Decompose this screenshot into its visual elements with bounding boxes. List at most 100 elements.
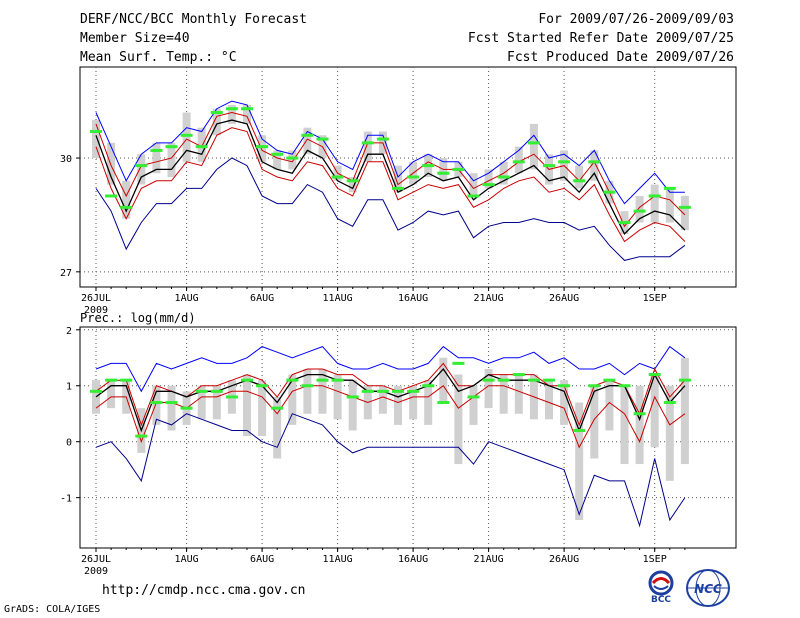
forecast-marker xyxy=(346,395,359,399)
forecast-marker xyxy=(180,133,193,137)
plot-frame xyxy=(79,326,737,549)
series-upper-line xyxy=(95,362,686,427)
year-label: 2009 xyxy=(84,305,108,316)
ensemble-box xyxy=(137,154,146,185)
ensemble-box xyxy=(665,385,674,481)
forecast-marker xyxy=(558,160,571,164)
chart-panel-1: 26JUL 1AUG 6AUG 11AUG 16AUG 21AUG 26AUG 1SEP 200… xyxy=(60,66,737,316)
ensemble-box xyxy=(167,142,176,177)
ensemble-box xyxy=(212,385,221,420)
ensemble-box xyxy=(92,380,100,414)
forecast-marker xyxy=(527,378,540,382)
forecast-marker xyxy=(331,378,344,382)
forecast-marker xyxy=(512,160,525,164)
forecast-marker xyxy=(482,378,495,382)
ensemble-box xyxy=(514,374,523,414)
forecast-marker xyxy=(497,378,510,382)
temperature-variable: Mean Surf. Temp.: °C xyxy=(80,50,237,65)
y-tick-label: -1 xyxy=(60,494,72,505)
ncc-logo: NCC xyxy=(686,569,730,607)
forecast-marker xyxy=(105,378,118,382)
forecast-marker xyxy=(437,171,450,175)
ensemble-box xyxy=(620,385,629,465)
forecast-marker xyxy=(497,175,510,179)
ensemble-box xyxy=(363,131,372,162)
ensemble-box xyxy=(348,177,357,193)
bcc-logo: BCC xyxy=(648,570,674,604)
forecast-marker xyxy=(558,384,571,388)
ensemble-box xyxy=(197,127,206,162)
forecast-marker xyxy=(422,164,435,168)
forecast-marker xyxy=(135,434,148,438)
x-tick-label: 16AUG xyxy=(398,554,428,565)
forecast-marker xyxy=(105,194,118,198)
source-url[interactable]: http://cmdp.ncc.cma.gov.cn xyxy=(102,583,306,598)
series-mean-line xyxy=(95,119,686,236)
series-lower-line xyxy=(95,384,686,449)
forecast-marker xyxy=(392,186,404,190)
x-tick-label: 6AUG xyxy=(250,293,274,304)
forecast-marker xyxy=(90,389,102,393)
ensemble-box xyxy=(590,385,599,459)
forecast-marker xyxy=(165,145,178,149)
ensemble-box xyxy=(424,380,433,425)
forecast-marker xyxy=(618,384,631,388)
forecast-marker xyxy=(361,141,374,145)
forecast-marker xyxy=(90,129,102,133)
forecast-marker xyxy=(618,221,631,225)
ensemble-box xyxy=(152,385,161,425)
x-tick-label: 1SEP xyxy=(643,293,667,304)
ensemble-box xyxy=(243,374,251,437)
forecast-marker xyxy=(392,389,404,393)
forecast-marker xyxy=(271,152,284,156)
forecast-marker xyxy=(195,389,208,393)
forecast-marker xyxy=(241,107,253,111)
ensemble-box xyxy=(650,374,659,448)
ensemble-box xyxy=(243,104,251,124)
forecast-marker xyxy=(512,373,525,377)
x-tick-label: 26AUG xyxy=(549,554,579,565)
forecast-period: For 2009/07/26-2009/09/03 xyxy=(538,12,734,27)
ensemble-box xyxy=(288,374,297,425)
y-tick-label: 2 xyxy=(66,326,72,337)
x-tick-label: 1AUG xyxy=(175,293,199,304)
forecast-marker xyxy=(633,209,646,213)
forecast-marker xyxy=(482,183,495,187)
ensemble-box xyxy=(318,368,327,414)
ensemble-box xyxy=(182,112,191,162)
bcc-logo-text: BCC xyxy=(651,595,671,604)
x-tick-label: 26AUG xyxy=(549,293,579,304)
forecast-marker xyxy=(648,194,661,198)
ensemble-box xyxy=(590,150,599,181)
ensemble-box xyxy=(212,108,221,136)
forecast-marker xyxy=(437,401,450,405)
forecast-marker xyxy=(376,389,389,393)
ensemble-box xyxy=(469,385,478,425)
ensemble-box xyxy=(333,374,342,420)
bcc-logo-ring xyxy=(648,570,674,596)
x-tick-label: 26JUL xyxy=(81,293,111,304)
forecast-marker xyxy=(256,384,269,388)
forecast-marker xyxy=(603,378,616,382)
forecast-marker xyxy=(301,384,314,388)
x-tick-label: 11AUG xyxy=(323,293,353,304)
forecast-marker xyxy=(271,406,284,410)
forecast-marker xyxy=(452,361,465,365)
bcc-logo-swirl xyxy=(651,577,671,585)
grads-credit: GrADS: COLA/IGES xyxy=(4,604,101,615)
ensemble-box xyxy=(635,195,644,223)
forecast-marker xyxy=(331,175,344,179)
x-tick-label: 11AUG xyxy=(323,554,353,565)
forecast-marker xyxy=(452,167,465,171)
forecast-marker xyxy=(527,141,540,145)
ensemble-box xyxy=(605,380,614,431)
ensemble-box xyxy=(303,368,312,414)
forecast-marker xyxy=(376,137,389,141)
ensemble-box xyxy=(273,396,282,459)
forecast-marker xyxy=(286,378,299,382)
forecast-marker xyxy=(195,145,208,149)
forecast-marker xyxy=(361,389,374,393)
ensemble-box xyxy=(167,385,176,431)
forecast-marker xyxy=(678,378,691,382)
